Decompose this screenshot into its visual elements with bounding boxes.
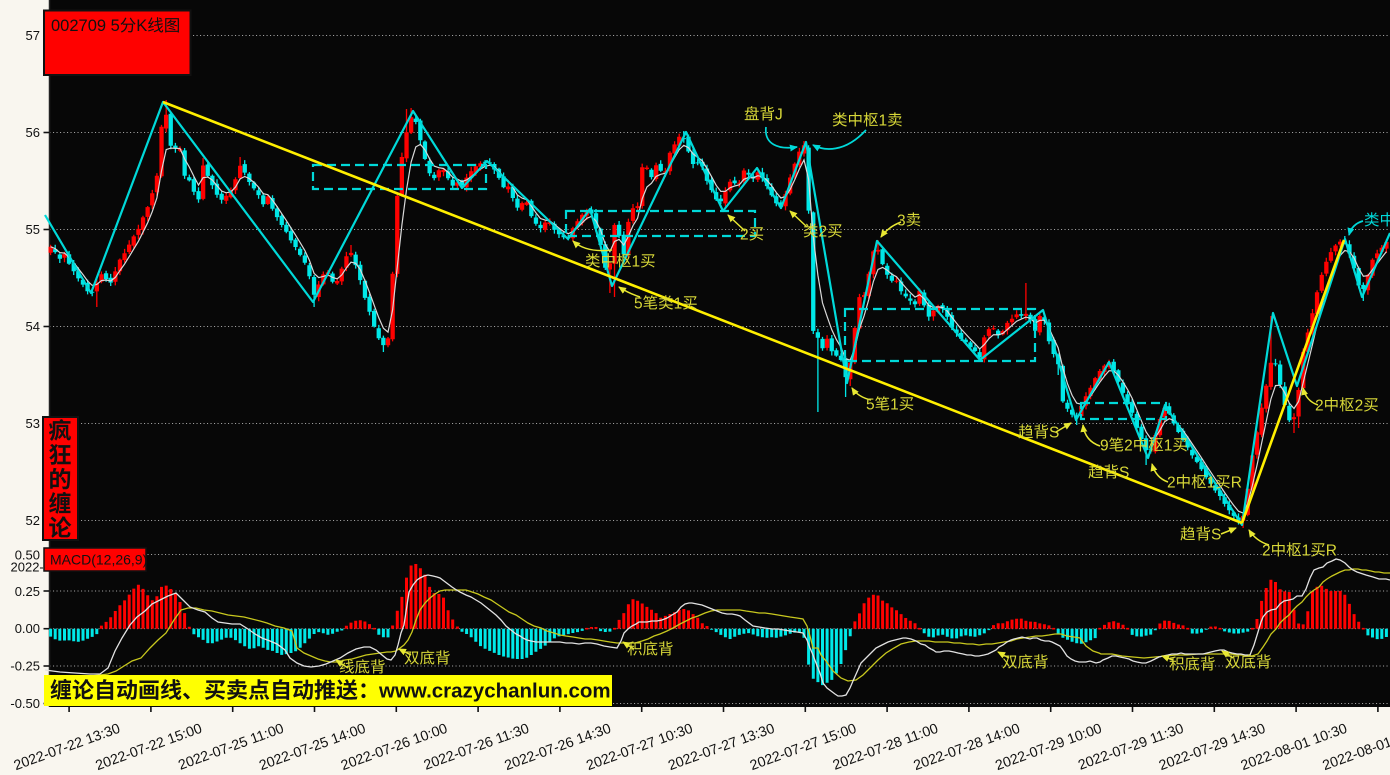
svg-text:2: 2 bbox=[740, 226, 749, 243]
svg-text:55: 55 bbox=[26, 222, 40, 237]
svg-text:1: 1 bbox=[1302, 542, 1311, 559]
svg-text:K: K bbox=[136, 17, 147, 35]
svg-text:0.25: 0.25 bbox=[15, 584, 40, 599]
svg-text:-0.25: -0.25 bbox=[10, 659, 40, 674]
svg-text:3: 3 bbox=[897, 212, 906, 229]
svg-text:56: 56 bbox=[26, 125, 40, 140]
svg-text:S: S bbox=[1119, 464, 1129, 481]
svg-text:2: 2 bbox=[1262, 542, 1271, 559]
svg-text:53: 53 bbox=[26, 416, 40, 431]
svg-text:1: 1 bbox=[1164, 437, 1173, 454]
svg-text:www.crazychanlun.com: www.crazychanlun.com bbox=[378, 680, 611, 703]
svg-text:1: 1 bbox=[674, 295, 683, 312]
svg-text:J: J bbox=[775, 106, 783, 123]
svg-text:0.50: 0.50 bbox=[15, 548, 40, 563]
svg-text:1: 1 bbox=[890, 396, 899, 413]
svg-text:2: 2 bbox=[1355, 397, 1364, 414]
svg-text:0.00: 0.00 bbox=[15, 621, 40, 636]
svg-text:-0.50: -0.50 bbox=[10, 696, 40, 711]
svg-text:5: 5 bbox=[866, 396, 875, 413]
svg-text:1: 1 bbox=[879, 112, 888, 129]
svg-text:1: 1 bbox=[1207, 474, 1216, 491]
svg-text:2022-: 2022- bbox=[11, 560, 44, 575]
svg-text:S: S bbox=[1049, 424, 1059, 441]
svg-text:9: 9 bbox=[1100, 437, 1109, 454]
svg-text:57: 57 bbox=[26, 28, 40, 43]
svg-text:52: 52 bbox=[26, 513, 40, 528]
svg-text:S: S bbox=[1211, 526, 1221, 543]
svg-text:R: R bbox=[1326, 542, 1337, 559]
svg-text:R: R bbox=[1231, 474, 1242, 491]
svg-text:2: 2 bbox=[1167, 474, 1176, 491]
svg-text:2: 2 bbox=[1124, 437, 1133, 454]
svg-text:5: 5 bbox=[634, 295, 643, 312]
svg-text:2: 2 bbox=[1315, 397, 1324, 414]
svg-text:002709 5: 002709 5 bbox=[51, 17, 120, 35]
svg-text:54: 54 bbox=[26, 319, 40, 334]
svg-text:MACD(12,26,9): MACD(12,26,9) bbox=[50, 552, 147, 568]
svg-text:1: 1 bbox=[632, 253, 641, 270]
svg-text:2: 2 bbox=[819, 223, 828, 240]
